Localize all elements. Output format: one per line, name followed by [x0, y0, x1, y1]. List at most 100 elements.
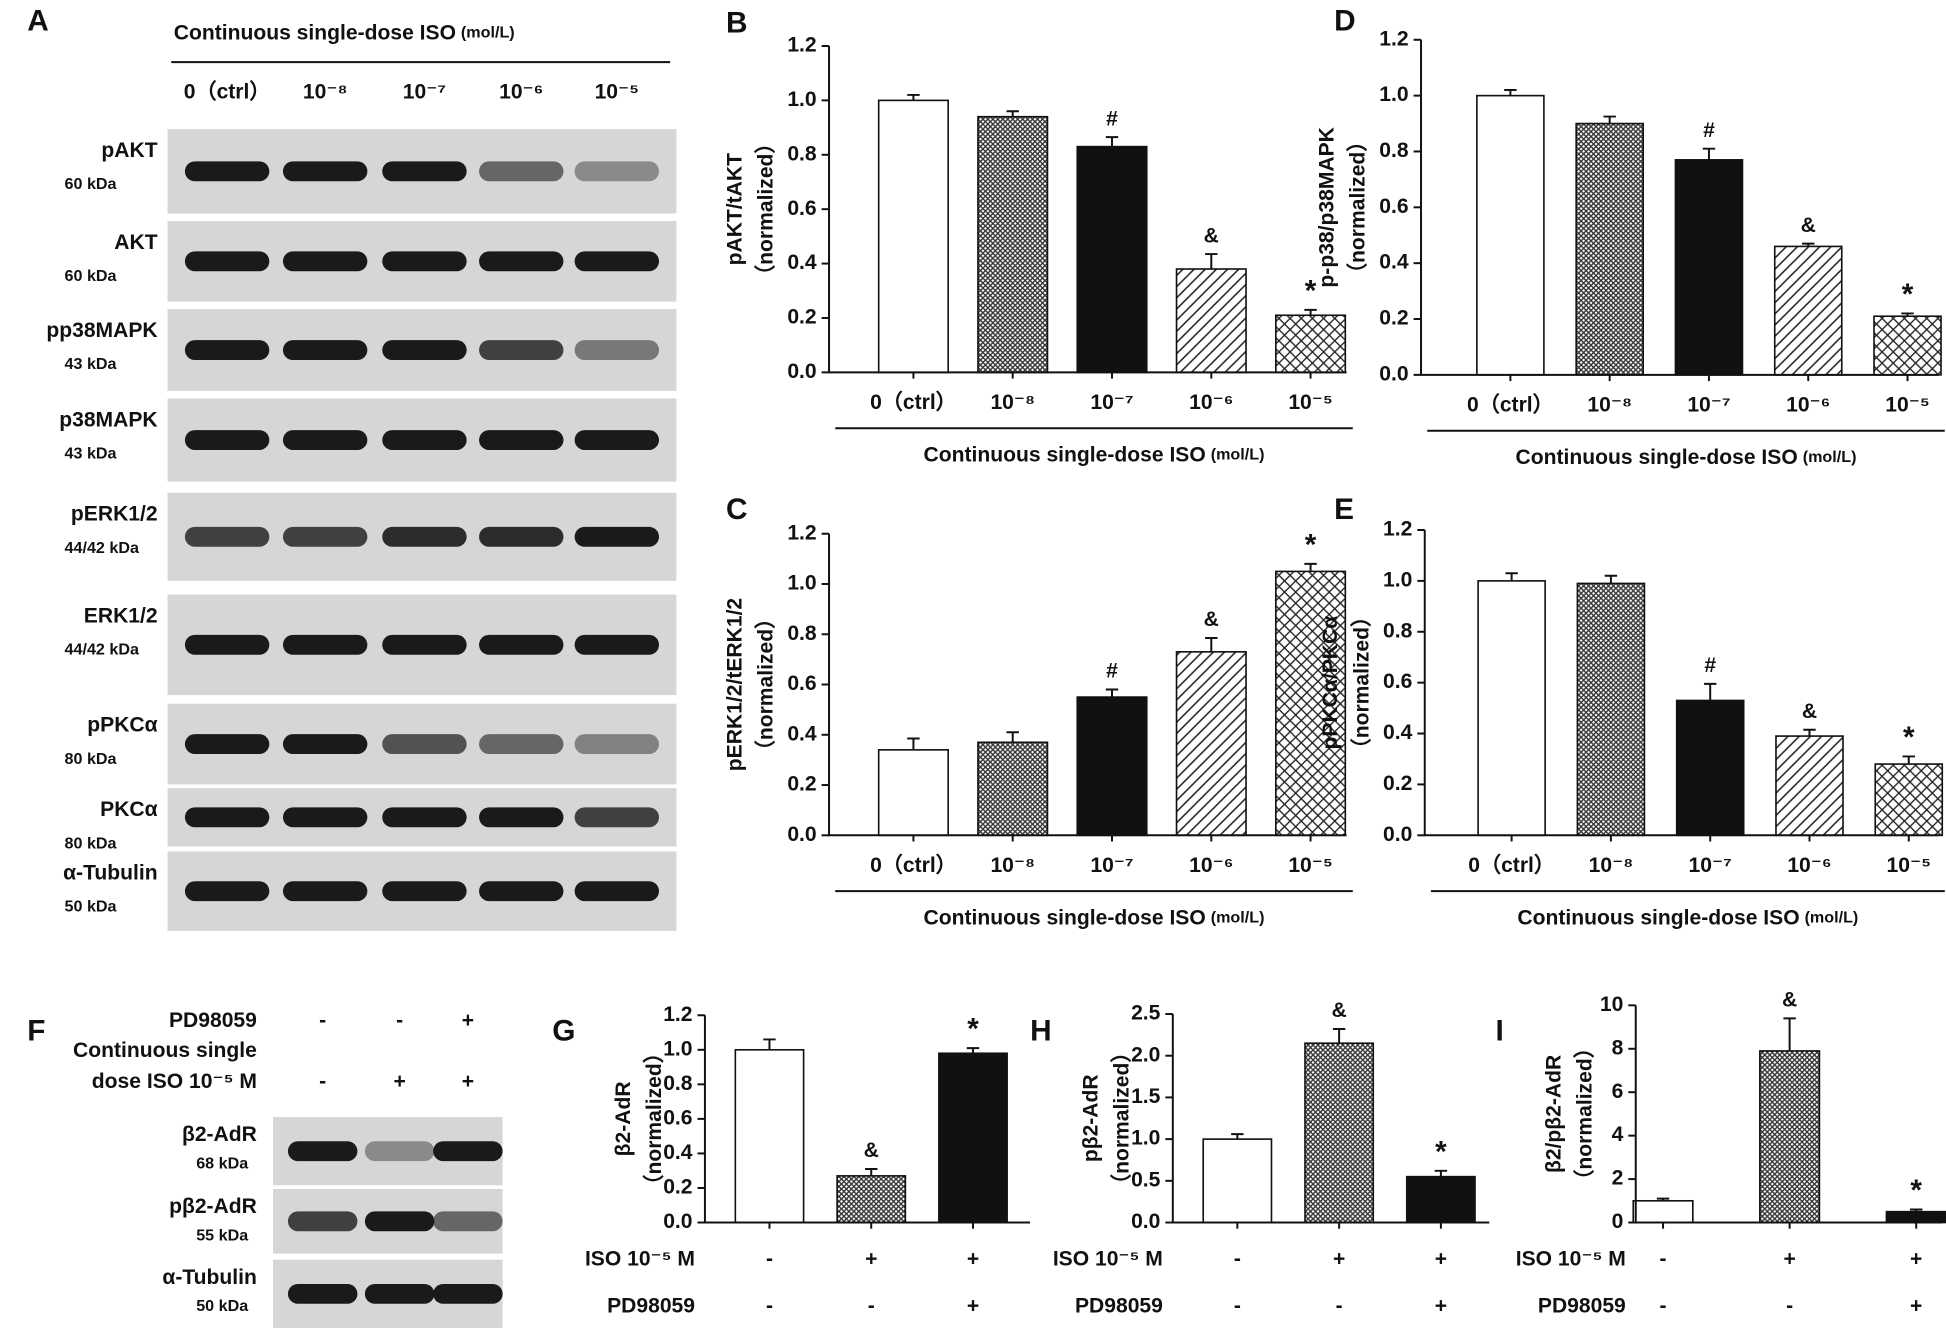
- x-axis-label-unit: (mol/L): [1803, 448, 1857, 466]
- blot-band: [574, 881, 660, 902]
- bar: [1175, 651, 1247, 837]
- sign: +: [1333, 1247, 1345, 1270]
- bar: [1202, 1138, 1273, 1224]
- x-tick-label: 10⁻⁷: [1090, 854, 1133, 877]
- error-bar: [1231, 1133, 1244, 1140]
- bar: [1405, 1175, 1476, 1224]
- blot-band: [382, 526, 467, 547]
- y-tick-label: 2.5: [1131, 1002, 1161, 1025]
- bar: [1874, 763, 1944, 837]
- row-label: ISO 10⁻⁵ M: [1516, 1247, 1626, 1270]
- x-tick-label: 10⁻⁸: [990, 854, 1035, 877]
- y-tick-label: 8: [1612, 1036, 1624, 1059]
- y-axis-label: （normalized）: [1349, 606, 1373, 759]
- y-tick-label: 1.0: [663, 1037, 692, 1060]
- sign: +: [393, 1070, 405, 1093]
- x-tick-label: 10⁻⁸: [1589, 854, 1634, 877]
- y-tick-label: 0.8: [1379, 139, 1409, 162]
- band-name: pAKT: [101, 139, 157, 162]
- significance-mark: *: [1435, 1135, 1447, 1168]
- significance-mark: *: [1902, 278, 1914, 311]
- y-tick-label: 0.4: [1379, 251, 1409, 274]
- y-tick-label: 1.0: [1383, 568, 1412, 591]
- bar: [1773, 245, 1843, 376]
- blot-band: [433, 1211, 503, 1232]
- sign: +: [462, 1070, 474, 1093]
- y-tick-label: 0.4: [787, 251, 817, 274]
- x-tick-label: 10⁻⁶: [1787, 854, 1831, 877]
- blot-band: [287, 1283, 358, 1304]
- x-axis-label: Continuous single-dose ISO (mol/L): [924, 443, 1265, 466]
- band-size: 68 kDa: [196, 1154, 249, 1172]
- panel-letter: H: [1030, 1014, 1052, 1047]
- blot-band: [574, 251, 660, 272]
- blot-band: [382, 340, 467, 360]
- significance-mark: &: [1331, 999, 1346, 1022]
- error-bar: [1205, 637, 1218, 652]
- blot-band: [382, 161, 467, 182]
- band-name: β2-AdR: [182, 1123, 257, 1146]
- bar: [1076, 145, 1148, 374]
- error-bar: [1105, 136, 1119, 147]
- blot-band: [574, 634, 660, 655]
- bar: [1275, 570, 1347, 837]
- row-label: ISO 10⁻⁵ M: [585, 1247, 695, 1270]
- significance-mark: #: [1106, 107, 1118, 130]
- y-axis-label: pβ2-AdR: [1080, 1074, 1103, 1162]
- y-axis-label: （normalized）: [642, 1042, 666, 1195]
- y-tick-label: 0.8: [787, 142, 817, 165]
- blot-band: [382, 807, 467, 828]
- x-tick-label: 10⁻⁶: [1786, 393, 1830, 416]
- x-axis-label-unit: (mol/L): [1805, 909, 1859, 927]
- x-tick-label: 10⁻⁵: [1885, 393, 1929, 416]
- band-size: 60 kDa: [65, 267, 118, 285]
- significance-mark: &: [1204, 224, 1219, 247]
- blot-band: [479, 634, 564, 655]
- y-tick-label: 0.0: [1383, 823, 1412, 846]
- x-axis-label: Continuous single-dose ISO (mol/L): [1517, 906, 1858, 929]
- band-size: 43 kDa: [65, 355, 118, 373]
- error-bar: [1604, 574, 1618, 584]
- band-size: 80 kDa: [65, 750, 118, 768]
- panel-letter: B: [726, 7, 748, 40]
- y-tick-label: 6: [1612, 1080, 1624, 1103]
- y-axis-label: pPKCα/PKCα: [1319, 616, 1342, 750]
- sign: -: [1660, 1294, 1667, 1317]
- y-tick-label: 0.6: [1383, 670, 1412, 693]
- lane-label: 0（ctrl）: [184, 80, 271, 104]
- sign: +: [967, 1294, 979, 1317]
- axes: [828, 533, 1347, 837]
- x-axis-label: Continuous single-dose ISO (mol/L): [924, 906, 1265, 929]
- x-tick-label: 10⁻⁵: [1288, 854, 1332, 877]
- error-bar: [1304, 562, 1317, 572]
- x-tick-label: 10⁻⁷: [1090, 391, 1133, 414]
- sign: +: [1910, 1247, 1922, 1270]
- lane-label: 10⁻⁸: [303, 81, 348, 104]
- blot-band: [574, 340, 660, 360]
- band-name: pERK1/2: [71, 503, 158, 526]
- band-name: pp38MAPK: [46, 319, 158, 342]
- blot-band: [433, 1283, 503, 1304]
- error-bar: [1434, 1169, 1448, 1177]
- y-tick-label: 1.0: [1379, 83, 1408, 106]
- band-name: α-Tubulin: [162, 1266, 257, 1289]
- x-tick-label: 10⁻⁸: [990, 391, 1035, 414]
- blot-band: [184, 807, 270, 828]
- band-name: pPKCα: [87, 714, 157, 737]
- x-axis-label-unit: (mol/L): [1211, 909, 1265, 927]
- error-bar: [1901, 312, 1914, 317]
- x-tick-label: 10⁻⁸: [1587, 393, 1632, 416]
- axes: [703, 1015, 1031, 1224]
- sign: +: [967, 1247, 979, 1270]
- bar: [1575, 122, 1644, 376]
- sign: -: [396, 1009, 403, 1032]
- significance-mark: &: [1802, 700, 1817, 723]
- bar: [877, 749, 949, 837]
- band-size: 60 kDa: [65, 175, 118, 193]
- y-axis-label: pAKT/tAKT: [724, 153, 747, 266]
- blot-band: [184, 526, 270, 547]
- blot-band: [479, 251, 564, 272]
- blot-band: [574, 807, 660, 828]
- row-label: PD98059: [169, 1009, 257, 1032]
- blot-band: [282, 430, 368, 450]
